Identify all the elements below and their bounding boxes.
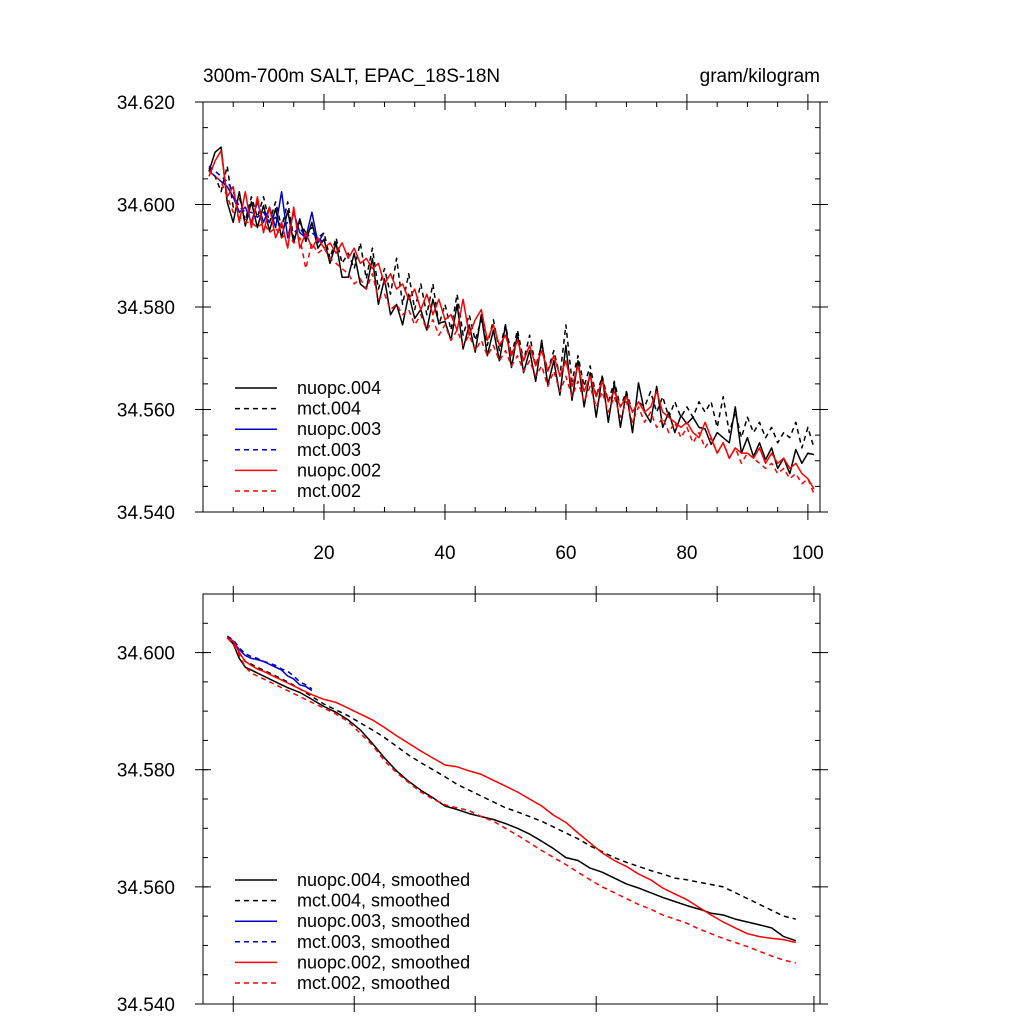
bottom-ytick-label: 34.560 [117, 878, 175, 899]
bottom-legend-label: nuopc.004, smoothed [297, 870, 470, 890]
top-ytick-label: 34.580 [117, 298, 175, 319]
top-series-mct-002 [208, 170, 815, 495]
bottom-ytick-label: 34.540 [117, 995, 175, 1016]
bottom-series-mct-003-smoothed [226, 635, 313, 690]
bottom-legend-label: mct.004, smoothed [297, 891, 450, 911]
top-xtick-label: 60 [555, 543, 576, 564]
bottom-ytick-label: 34.580 [117, 761, 175, 782]
bottom-panel: 34.540 34.560 34.580 34.600 nuopc.004, smoot… [117, 586, 828, 1016]
top-ytick-label: 34.560 [117, 401, 175, 422]
top-plot-frame [202, 101, 821, 513]
bottom-series-mct-002-smoothed [226, 637, 796, 964]
bottom-legend-label: mct.003, smoothed [297, 932, 450, 952]
top-title-right: gram/kilogram [700, 66, 820, 87]
top-panel: 300m-700m SALT, EPAC_18S-18N gram/kilogr… [117, 66, 828, 564]
bottom-series-nuopc-002-smoothed [226, 637, 796, 944]
top-xtick-label: 100 [792, 543, 824, 564]
bottom-ytick-label: 34.600 [117, 644, 175, 665]
bottom-series-nuopc-004-smoothed [226, 637, 797, 942]
top-xtick-label: 80 [676, 543, 697, 564]
bottom-legend-label: nuopc.002, smoothed [297, 952, 470, 972]
top-xtick-label: 20 [313, 543, 334, 564]
top-ytick-label: 34.540 [117, 503, 175, 524]
top-title-left: 300m-700m SALT, EPAC_18S-18N [203, 66, 500, 87]
top-legend-label: mct.003 [297, 440, 361, 460]
top-ytick-label: 34.620 [117, 93, 175, 114]
top-xtick-label: 40 [434, 543, 455, 564]
top-legend-label: nuopc.004 [297, 378, 381, 398]
bottom-plot-frame [202, 593, 821, 1005]
top-ytick-label: 34.600 [117, 196, 175, 217]
top-series-mct-004 [208, 165, 815, 449]
top-legend-label: mct.004 [297, 399, 361, 419]
bottom-legend-label: mct.002, smoothed [297, 973, 450, 993]
bottom-legend-label: nuopc.003, smoothed [297, 911, 470, 931]
top-legend-label: mct.002 [297, 481, 361, 501]
top-series-nuopc-002 [208, 149, 815, 490]
top-legend-label: nuopc.002 [297, 460, 381, 480]
top-legend-label: nuopc.003 [297, 419, 381, 439]
bottom-series-nuopc-003-smoothed [226, 637, 313, 692]
